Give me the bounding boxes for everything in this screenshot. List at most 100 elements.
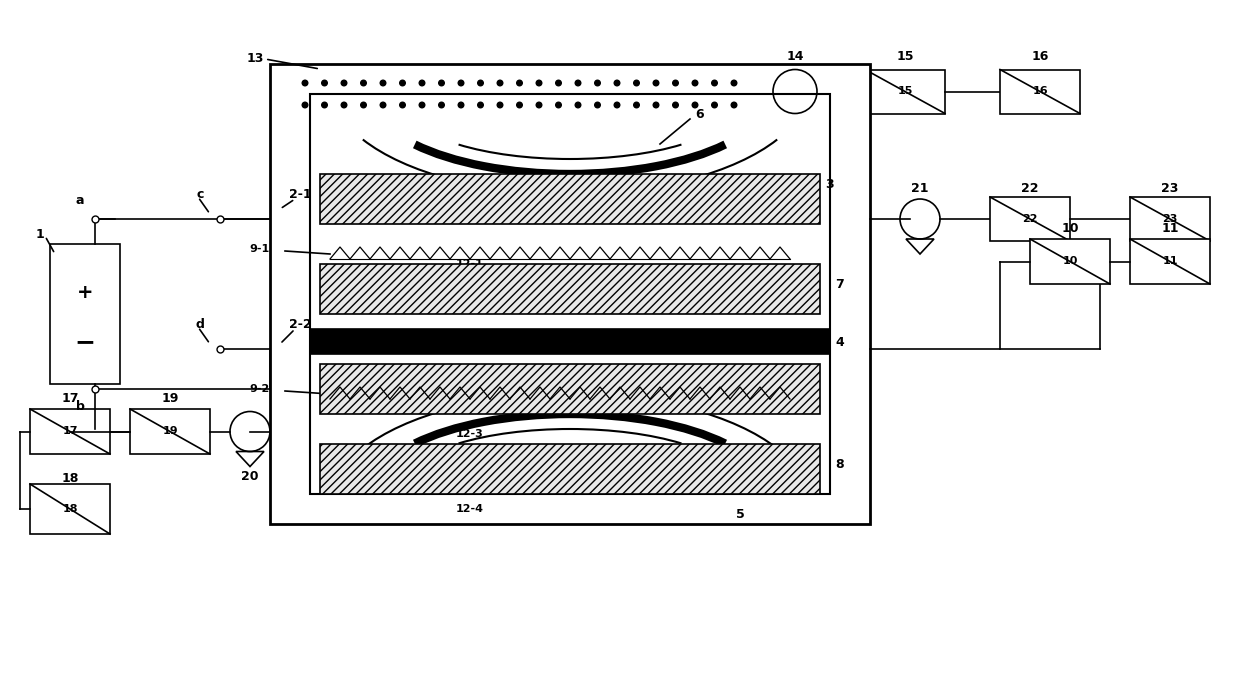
Text: 19: 19 <box>162 427 177 436</box>
Circle shape <box>634 102 640 108</box>
Text: a: a <box>76 194 84 207</box>
Circle shape <box>399 80 405 86</box>
Text: 2-2: 2-2 <box>289 317 311 330</box>
Text: 15: 15 <box>897 50 914 63</box>
Circle shape <box>419 102 425 108</box>
Text: 10: 10 <box>1061 222 1079 235</box>
Text: +: + <box>77 283 93 302</box>
Text: −: − <box>74 330 95 354</box>
Circle shape <box>321 102 327 108</box>
Circle shape <box>381 80 386 86</box>
Bar <box>1030 239 1110 284</box>
Circle shape <box>399 102 405 108</box>
Bar <box>320 444 820 494</box>
Text: 12-2: 12-2 <box>456 329 484 339</box>
Text: 6: 6 <box>696 107 704 120</box>
Circle shape <box>575 102 580 108</box>
Circle shape <box>536 80 542 86</box>
Text: 23: 23 <box>1162 183 1179 196</box>
Text: 2-1: 2-1 <box>289 187 311 200</box>
Text: 17: 17 <box>61 393 79 406</box>
Circle shape <box>712 102 717 108</box>
Bar <box>310 94 830 494</box>
Circle shape <box>361 80 366 86</box>
Text: 12-1: 12-1 <box>456 259 484 269</box>
Circle shape <box>634 80 640 86</box>
Circle shape <box>303 80 308 86</box>
Circle shape <box>341 80 347 86</box>
Text: 16: 16 <box>1032 50 1049 63</box>
Text: 1: 1 <box>36 228 45 241</box>
Circle shape <box>614 102 620 108</box>
Circle shape <box>517 80 522 86</box>
Circle shape <box>459 102 464 108</box>
Text: 5: 5 <box>735 508 744 521</box>
Bar <box>1130 239 1210 284</box>
Bar <box>30 484 110 534</box>
Circle shape <box>439 102 444 108</box>
Text: 19: 19 <box>161 393 179 406</box>
Circle shape <box>653 80 658 86</box>
Bar <box>320 364 820 414</box>
Circle shape <box>556 102 562 108</box>
Text: 13: 13 <box>247 53 264 66</box>
Bar <box>320 174 820 224</box>
Circle shape <box>419 80 425 86</box>
Circle shape <box>459 80 464 86</box>
Text: 9-2: 9-2 <box>250 384 270 394</box>
Text: 3: 3 <box>826 178 835 191</box>
Circle shape <box>341 102 347 108</box>
Text: 12-3: 12-3 <box>456 429 484 439</box>
Text: c: c <box>196 187 203 200</box>
Circle shape <box>692 80 698 86</box>
Bar <box>320 264 820 314</box>
Text: 23: 23 <box>1162 214 1178 224</box>
Text: 12-4: 12-4 <box>456 504 484 514</box>
Circle shape <box>575 80 580 86</box>
Circle shape <box>381 102 386 108</box>
Text: 17: 17 <box>62 427 78 436</box>
Text: d: d <box>196 317 205 330</box>
Text: 7: 7 <box>836 278 844 291</box>
Circle shape <box>556 80 562 86</box>
Circle shape <box>732 102 737 108</box>
Bar <box>270 64 870 524</box>
Circle shape <box>672 80 678 86</box>
Circle shape <box>497 102 502 108</box>
Text: b: b <box>76 401 84 414</box>
Bar <box>1130 197 1210 241</box>
Text: 8: 8 <box>836 458 844 471</box>
Circle shape <box>595 80 600 86</box>
Circle shape <box>732 80 737 86</box>
Text: 16: 16 <box>1032 86 1048 96</box>
Bar <box>310 329 830 354</box>
Circle shape <box>595 102 600 108</box>
Circle shape <box>672 102 678 108</box>
Text: 18: 18 <box>61 473 78 486</box>
Bar <box>30 409 110 454</box>
Circle shape <box>712 80 717 86</box>
Bar <box>999 70 1080 114</box>
Text: 18: 18 <box>62 504 78 514</box>
Text: 22: 22 <box>1022 183 1039 196</box>
Text: 10: 10 <box>1063 256 1078 267</box>
Text: 22: 22 <box>1022 214 1038 224</box>
Circle shape <box>361 102 366 108</box>
Bar <box>130 409 210 454</box>
Circle shape <box>614 80 620 86</box>
Text: 20: 20 <box>242 470 259 483</box>
Circle shape <box>439 80 444 86</box>
Bar <box>290 69 750 114</box>
Circle shape <box>517 102 522 108</box>
Bar <box>50 244 120 384</box>
Text: 9-1: 9-1 <box>250 244 270 254</box>
Text: 11: 11 <box>1162 256 1178 267</box>
Text: 21: 21 <box>911 183 929 196</box>
Text: 11: 11 <box>1161 222 1179 235</box>
Bar <box>866 70 945 114</box>
Text: 4: 4 <box>836 335 844 349</box>
Circle shape <box>653 102 658 108</box>
Text: 15: 15 <box>898 86 913 96</box>
Circle shape <box>692 102 698 108</box>
Circle shape <box>477 102 484 108</box>
